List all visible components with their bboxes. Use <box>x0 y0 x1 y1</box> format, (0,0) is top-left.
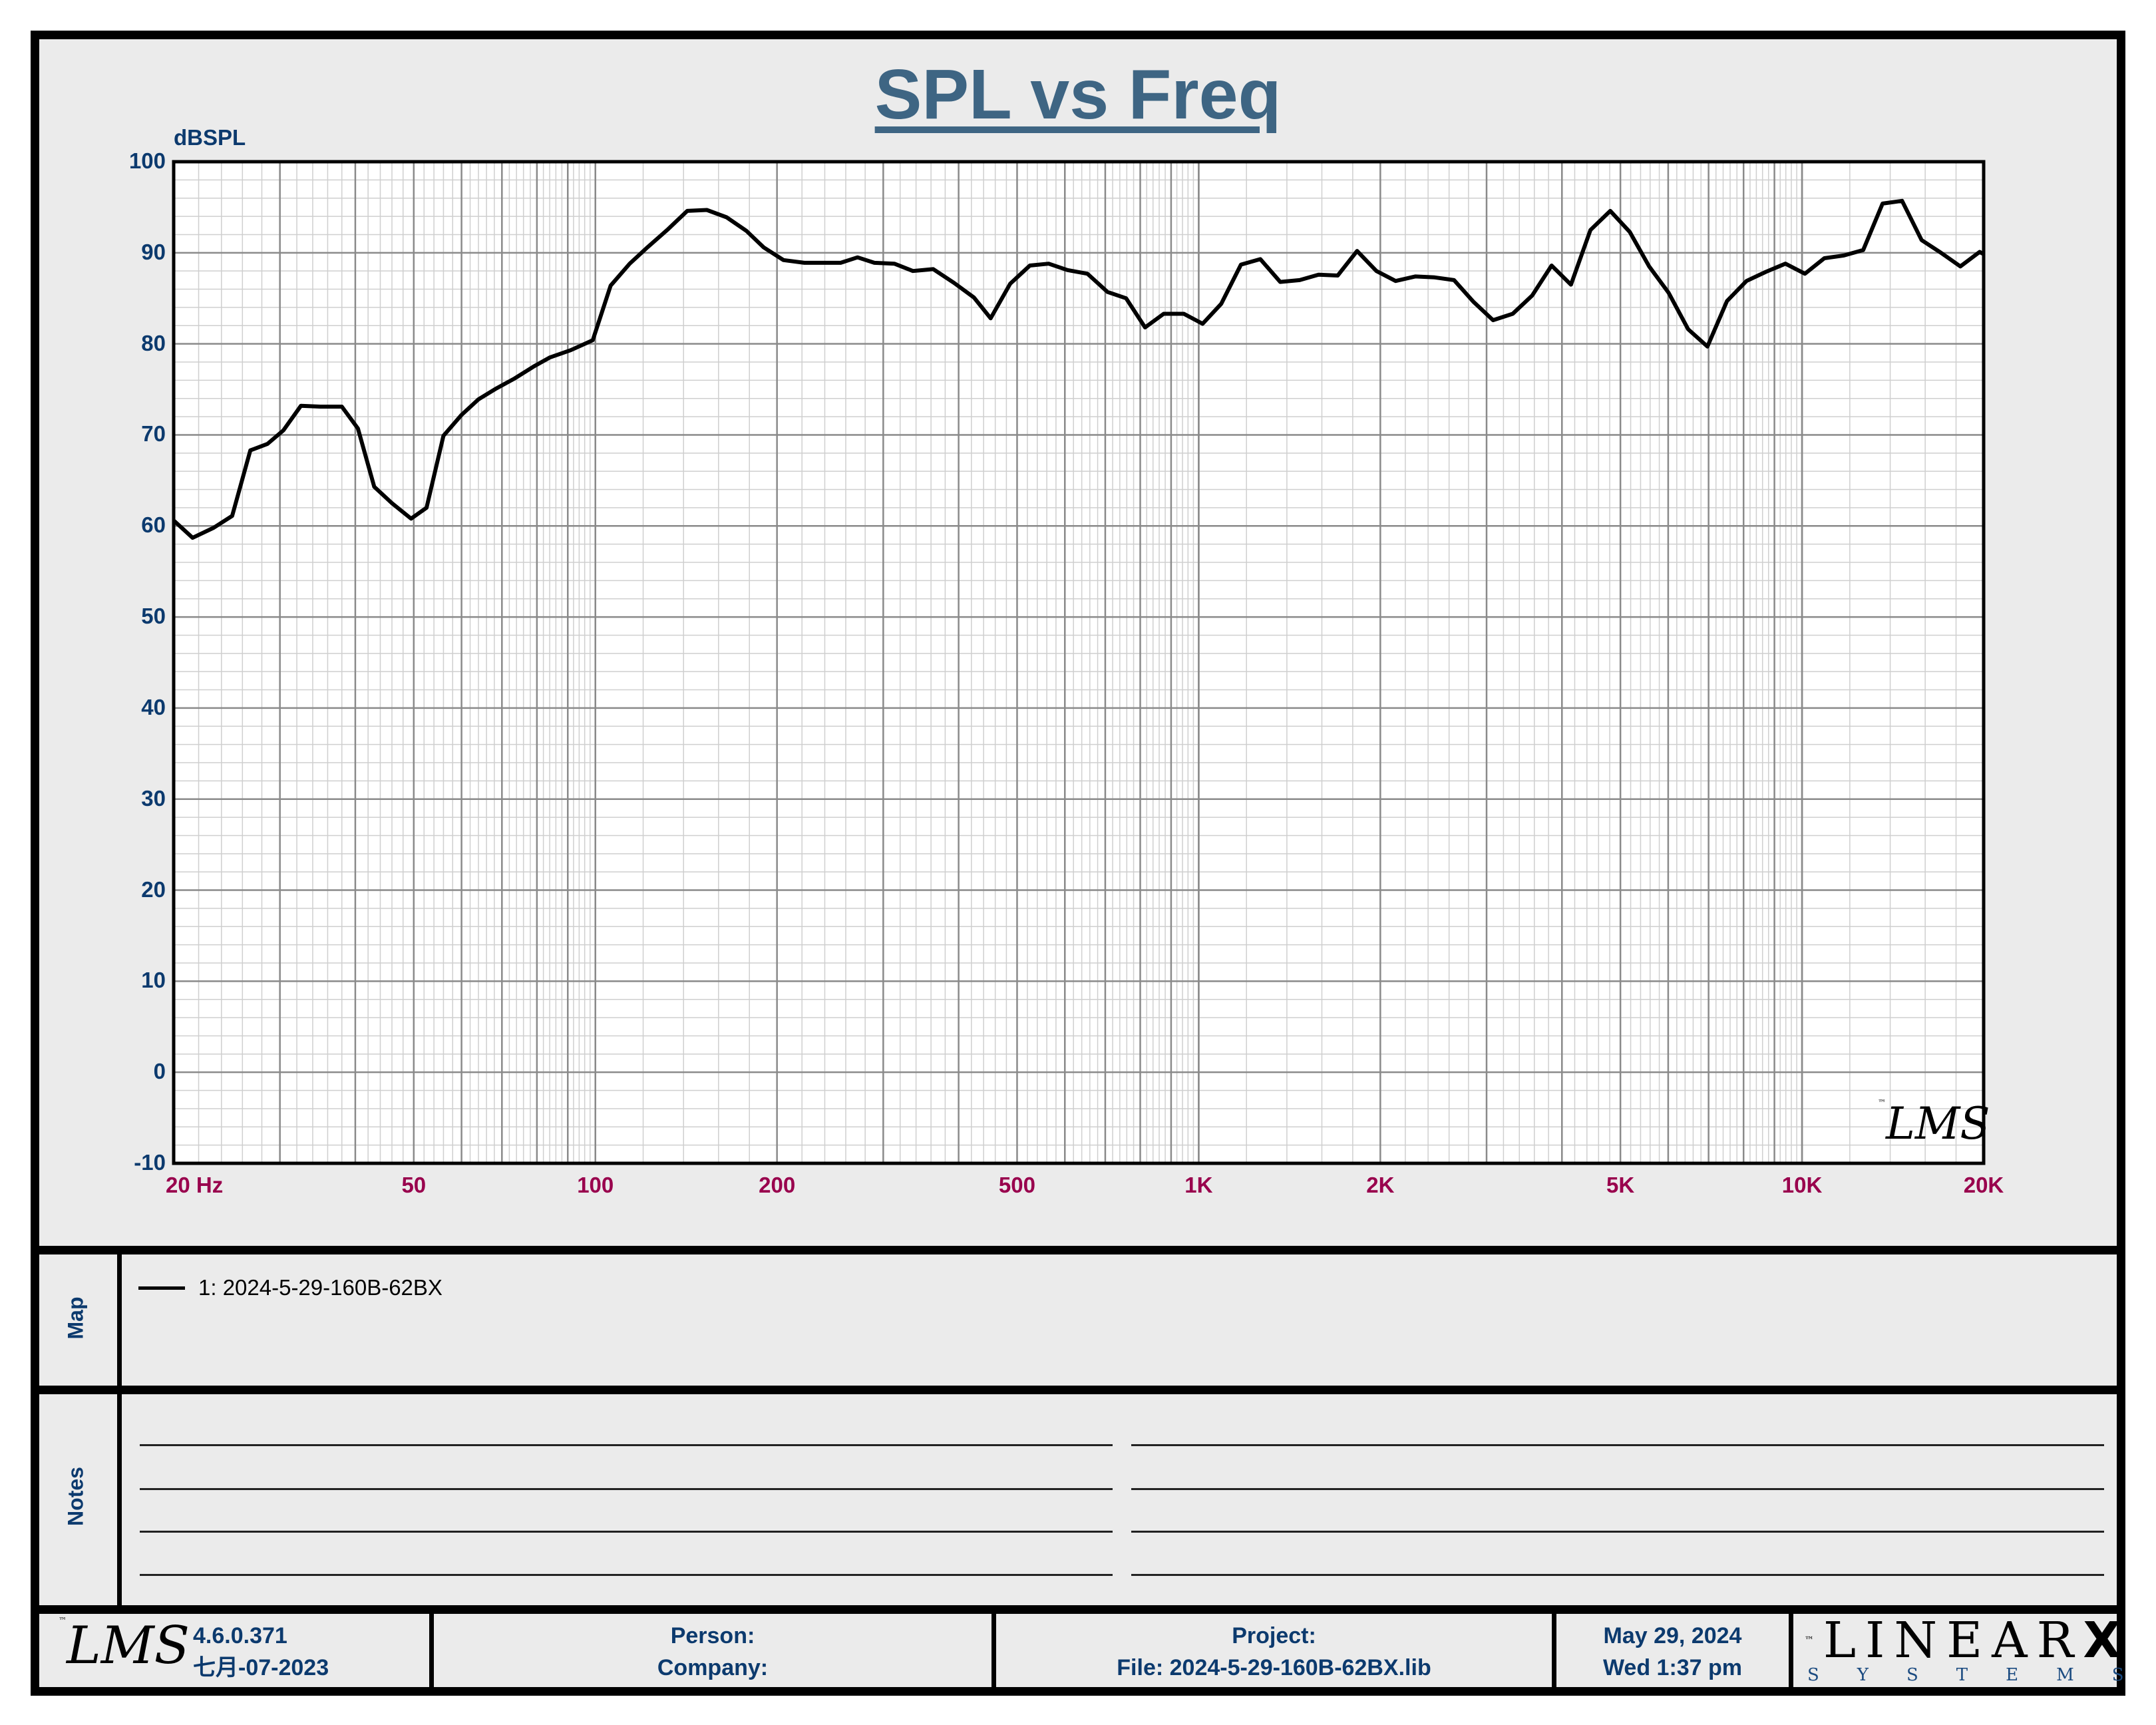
grid-minor <box>174 162 1984 1163</box>
y-tick-label: 20 <box>141 876 166 902</box>
notes-line[interactable] <box>1131 1531 2104 1533</box>
linearx-brand-sub: SYSTEMS <box>1807 1665 2156 1685</box>
divider-chart-map <box>31 1246 2125 1254</box>
linearx-brand-main: LINEAR <box>1823 1612 2083 1669</box>
notes-line[interactable] <box>140 1488 1113 1490</box>
y-tick-label: 40 <box>141 694 166 719</box>
x-tick-label: 500 <box>998 1173 1035 1197</box>
software-version: 4.6.0.371 <box>193 1623 287 1648</box>
lms-footer-logo: ™LMS <box>59 1616 190 1676</box>
y-tick-label: 90 <box>141 239 166 264</box>
x-tick-label: 5K <box>1606 1173 1635 1197</box>
notes-line[interactable] <box>140 1574 1113 1576</box>
x-tick-label: 20 Hz <box>166 1173 224 1197</box>
x-tick-label: 20K <box>1963 1173 2004 1197</box>
linearx-logo: ™LINEARX SYSTEMS <box>1805 1612 2156 1685</box>
map-label-divider <box>117 1254 122 1386</box>
x-tick-label: 50 <box>401 1173 427 1197</box>
notes-line[interactable] <box>1131 1444 2104 1446</box>
file-label: File: 2024-5-29-160B-62BX.lib <box>1117 1655 1431 1680</box>
linearx-brand-x: X <box>2083 1612 2131 1669</box>
chart-title: SPL vs Freq <box>874 55 1282 134</box>
x-tick-label: 200 <box>759 1173 796 1197</box>
y-tick-label: 30 <box>141 785 166 811</box>
y-tick-label: 100 <box>128 148 166 173</box>
person-label: Person: <box>670 1623 755 1648</box>
y-tick-label: 10 <box>141 968 166 993</box>
divider-notes-footer <box>31 1605 2125 1614</box>
notes-section-label: Notes <box>63 1467 88 1526</box>
lms-watermark-logo: ™LMS <box>1878 1098 1990 1149</box>
x-tick-label: 2K <box>1366 1173 1395 1197</box>
legend-entry: 1: 2024-5-29-160B-62BX <box>138 1275 443 1300</box>
y-tick-label: 80 <box>141 330 166 355</box>
notes-line[interactable] <box>140 1444 1113 1446</box>
x-tick-label: 1K <box>1184 1173 1213 1197</box>
divider-map-notes <box>31 1386 2125 1394</box>
x-tick-label: 10K <box>1781 1173 1823 1197</box>
y-tick-label: 60 <box>141 512 166 538</box>
footer-divider-2 <box>991 1614 996 1687</box>
map-section-label: Map <box>63 1296 88 1340</box>
y-tick-label: 0 <box>153 1059 166 1084</box>
notes-line[interactable] <box>140 1531 1113 1533</box>
footer-divider-3 <box>1552 1614 1556 1687</box>
report-date: May 29, 2024 <box>1603 1623 1742 1648</box>
legend-label-series-1: 1: 2024-5-29-160B-62BX <box>198 1275 443 1300</box>
y-tick-label: 70 <box>141 421 166 447</box>
software-build-date: 七月-07-2023 <box>193 1655 329 1680</box>
series-layer <box>174 198 1984 540</box>
notes-label-divider <box>117 1394 122 1605</box>
series-line-1 <box>174 198 1984 540</box>
notes-line[interactable] <box>1131 1488 2104 1490</box>
footer-divider-4 <box>1789 1614 1793 1687</box>
notes-line[interactable] <box>1131 1574 2104 1576</box>
legend-swatch-series-1 <box>138 1286 185 1290</box>
company-label: Company: <box>657 1655 769 1680</box>
report-time: Wed 1:37 pm <box>1602 1655 1743 1680</box>
project-label: Project: <box>1232 1623 1316 1648</box>
plot-background <box>174 162 1984 1163</box>
plot-border <box>172 160 1986 1165</box>
y-axis-unit-label: dBSPL <box>174 125 246 150</box>
footer-divider-1 <box>429 1614 434 1687</box>
y-tick-label: -10 <box>134 1150 166 1175</box>
y-tick-label: 50 <box>141 604 166 629</box>
x-tick-label: 100 <box>577 1173 614 1197</box>
